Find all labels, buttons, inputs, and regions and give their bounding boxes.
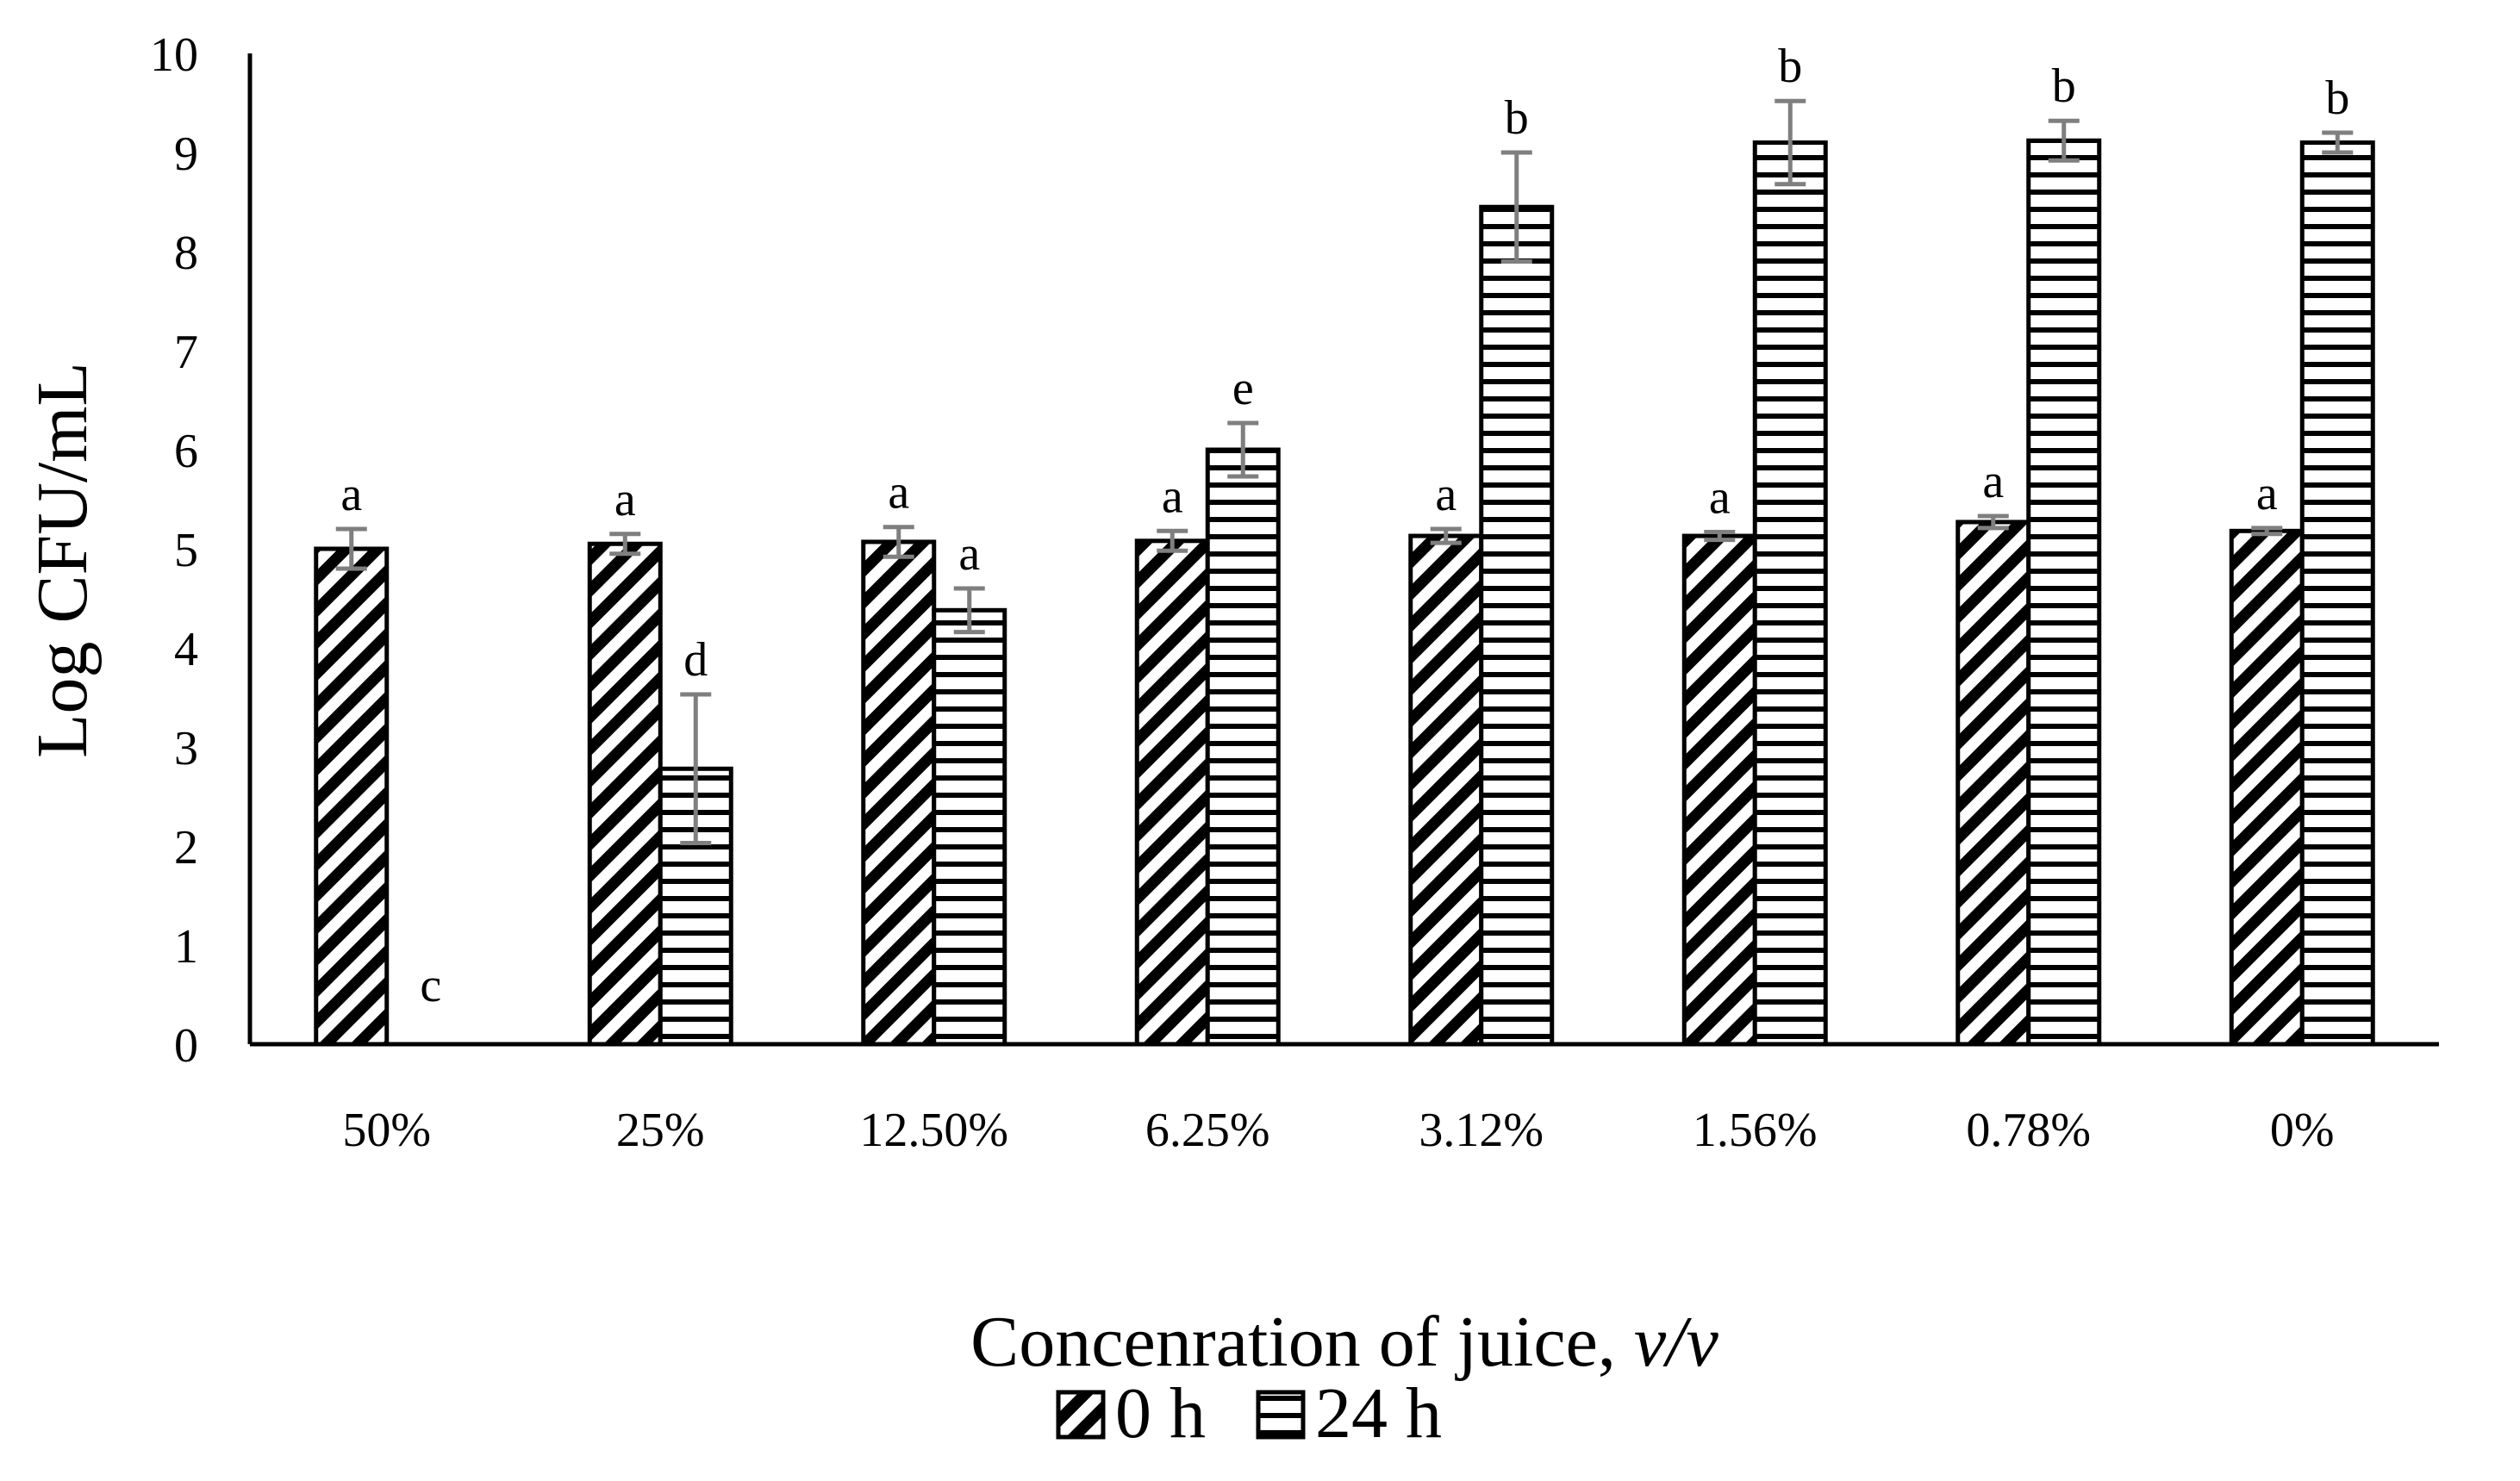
x-axis: 50% 25% 12.50% 6.25% 3.12% 1.56% 0.78% 0%	[250, 1042, 2439, 1157]
x-tick-label: 3.12%	[1419, 1104, 1544, 1157]
x-tick-label: 6.25%	[1145, 1104, 1270, 1157]
y-tick-label: 0	[174, 1019, 198, 1073]
significance-letter: a	[958, 527, 980, 581]
category-group: ad	[587, 473, 733, 1047]
error-bar	[2251, 526, 2283, 537]
significance-letter: d	[683, 633, 708, 687]
bar-0h	[314, 546, 390, 1047]
y-tick-label: 10	[150, 28, 198, 82]
error-bar	[953, 586, 985, 635]
x-tick-label: 12.50%	[859, 1104, 1008, 1157]
error-bar	[1430, 526, 1462, 545]
y-tick-label: 4	[174, 623, 198, 676]
error-bar	[2048, 118, 2080, 163]
y-tick-label: 8	[174, 227, 198, 280]
category-group: aa	[861, 466, 1007, 1047]
significance-letter: b	[2052, 59, 2076, 113]
legend: 0 h 24 h	[1056, 1373, 1442, 1453]
error-bar	[609, 532, 641, 557]
significance-letter: a	[1982, 455, 2004, 508]
category-group: ab	[1681, 40, 1828, 1047]
x-tick-label: 50%	[342, 1104, 431, 1157]
bar-0h	[1955, 520, 2031, 1047]
significance-letter: b	[1505, 91, 1529, 145]
y-tick-label: 5	[174, 524, 198, 577]
y-tick-label: 2	[174, 821, 198, 874]
significance-letter: b	[2325, 72, 2349, 125]
bar-24h	[932, 607, 1007, 1047]
category-group: ab	[2229, 72, 2375, 1047]
error-bar	[1775, 98, 1806, 187]
legend-item: 0 h	[1056, 1373, 1206, 1453]
significance-letter: e	[1232, 362, 1254, 415]
x-tick-label: 1.56%	[1693, 1104, 1818, 1157]
significance-letter: a	[1709, 470, 1731, 524]
y-tick-label: 7	[174, 326, 198, 379]
bar-24h	[1479, 204, 1555, 1047]
bar-0h	[2229, 528, 2305, 1047]
bar-24h	[1205, 447, 1281, 1047]
y-tick-label: 9	[174, 128, 198, 181]
legend-item: 24 h	[1256, 1373, 1442, 1453]
bar-0h	[587, 541, 663, 1047]
error-bar	[1500, 150, 1532, 264]
significance-letter: b	[1778, 40, 1802, 93]
x-axis-label-main: Concenration of juice,	[970, 1302, 1634, 1382]
bar-24h	[1752, 140, 1828, 1047]
y-tick-label: 3	[174, 722, 198, 775]
error-bar	[1704, 529, 1736, 543]
legend-swatch	[1056, 1390, 1106, 1440]
bar-0h	[1134, 538, 1210, 1047]
error-bar	[1977, 513, 2009, 531]
bar-24h	[2299, 140, 2375, 1047]
significance-letter: a	[1162, 470, 1183, 523]
y-axis-label: Log CFU/mL	[22, 362, 103, 758]
significance-letter: c	[420, 959, 441, 1012]
significance-letter: a	[340, 468, 362, 521]
bar-24h	[2026, 138, 2102, 1047]
significance-letter: a	[1435, 468, 1456, 521]
significance-letter: a	[2256, 467, 2278, 520]
x-axis-label: Concenration of juice, v/v	[970, 1302, 1718, 1382]
error-bar	[2322, 130, 2354, 155]
bar-0h	[1681, 533, 1757, 1047]
error-bar	[335, 526, 367, 571]
x-tick-label: 0.78%	[1966, 1104, 2091, 1157]
significance-letter: a	[888, 466, 909, 520]
category-group: ae	[1134, 362, 1281, 1047]
legend-label: 24 h	[1315, 1373, 1442, 1453]
error-bar	[1227, 420, 1259, 479]
legend-swatch	[1256, 1390, 1306, 1440]
category-group: ab	[1408, 91, 1555, 1047]
category-group: ac	[314, 468, 441, 1047]
x-tick-label: 25%	[616, 1104, 705, 1157]
error-bar	[1157, 528, 1188, 553]
significance-letter: a	[614, 473, 636, 526]
y-tick-label: 1	[174, 920, 198, 974]
x-tick-label: 0%	[2270, 1104, 2335, 1157]
x-axis-label-italic: v/v	[1634, 1302, 1719, 1382]
legend-label: 0 h	[1115, 1373, 1206, 1453]
error-bar	[680, 692, 712, 846]
error-bar	[883, 525, 914, 559]
category-group: ab	[1955, 59, 2102, 1047]
bar-0h	[1408, 533, 1484, 1047]
y-axis: 0 1 2 3 4 5 6 7 8 9 10	[150, 28, 253, 1073]
bar-0h	[861, 539, 937, 1047]
y-tick-label: 6	[174, 425, 198, 478]
